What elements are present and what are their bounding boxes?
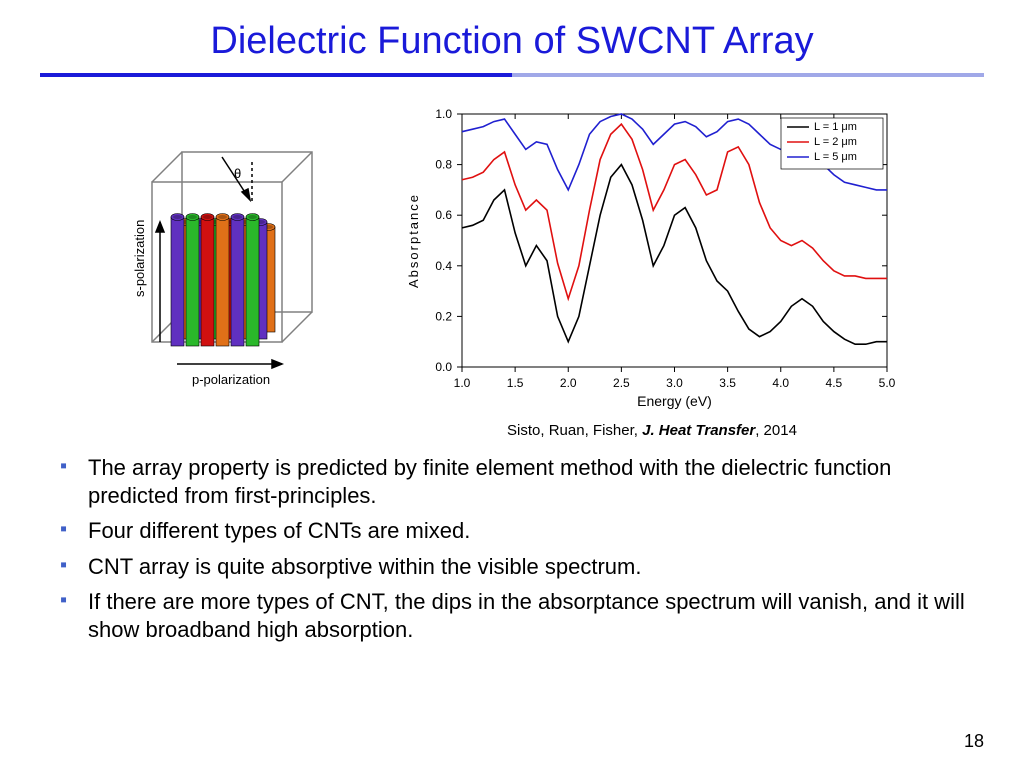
svg-text:L = 5 μm: L = 5 μm [814, 151, 857, 163]
slide: Dielectric Function of SWCNT Array θ [0, 0, 1024, 768]
citation-year: , 2014 [755, 422, 797, 439]
bullet-list: The array property is predicted by finit… [40, 454, 984, 643]
s-polarization-label: s-polarization [132, 220, 147, 297]
theta-label: θ [234, 166, 241, 181]
bullet-item: The array property is predicted by finit… [60, 454, 984, 509]
figures-row: θ [40, 102, 984, 412]
svg-text:L = 1 μm: L = 1 μm [814, 121, 857, 133]
svg-text:0.0: 0.0 [435, 360, 452, 374]
bullet-item: If there are more types of CNT, the dips… [60, 588, 984, 643]
svg-text:L = 2 μm: L = 2 μm [814, 136, 857, 148]
citation-authors: Sisto, Ruan, Fisher, [507, 422, 642, 439]
citation-journal: J. Heat Transfer [642, 422, 755, 439]
svg-text:1.0: 1.0 [435, 107, 452, 121]
svg-text:2.0: 2.0 [560, 376, 577, 390]
svg-text:3.0: 3.0 [666, 376, 683, 390]
citation: Sisto, Ruan, Fisher, J. Heat Transfer, 2… [320, 422, 984, 439]
bullet-item: Four different types of CNTs are mixed. [60, 517, 984, 545]
p-polarization-label: p-polarization [192, 372, 270, 387]
page-number: 18 [964, 731, 984, 752]
svg-text:4.0: 4.0 [772, 376, 789, 390]
bullet-item: CNT array is quite absorptive within the… [60, 553, 984, 581]
svg-text:1.5: 1.5 [507, 376, 524, 390]
svg-text:5.0: 5.0 [879, 376, 896, 390]
title-underline [40, 73, 984, 77]
slide-title: Dielectric Function of SWCNT Array [40, 20, 984, 63]
svg-text:4.5: 4.5 [826, 376, 843, 390]
svg-text:2.5: 2.5 [613, 376, 630, 390]
nanotube-array [171, 214, 275, 347]
svg-text:Absorptance: Absorptance [406, 193, 421, 288]
svg-text:3.5: 3.5 [719, 376, 736, 390]
svg-text:0.4: 0.4 [435, 259, 452, 273]
svg-text:0.2: 0.2 [435, 309, 452, 323]
svg-text:1.0: 1.0 [454, 376, 471, 390]
cnt-array-diagram: θ [122, 132, 342, 412]
svg-text:Energy (eV): Energy (eV) [637, 393, 712, 409]
svg-text:0.8: 0.8 [435, 158, 452, 172]
absorptance-chart: 1.0 1.5 2.0 2.5 3.0 3.5 4.0 4.5 5.0 0.0 0.2 0.4 0.6 0… [402, 102, 902, 412]
svg-text:0.6: 0.6 [435, 208, 452, 222]
